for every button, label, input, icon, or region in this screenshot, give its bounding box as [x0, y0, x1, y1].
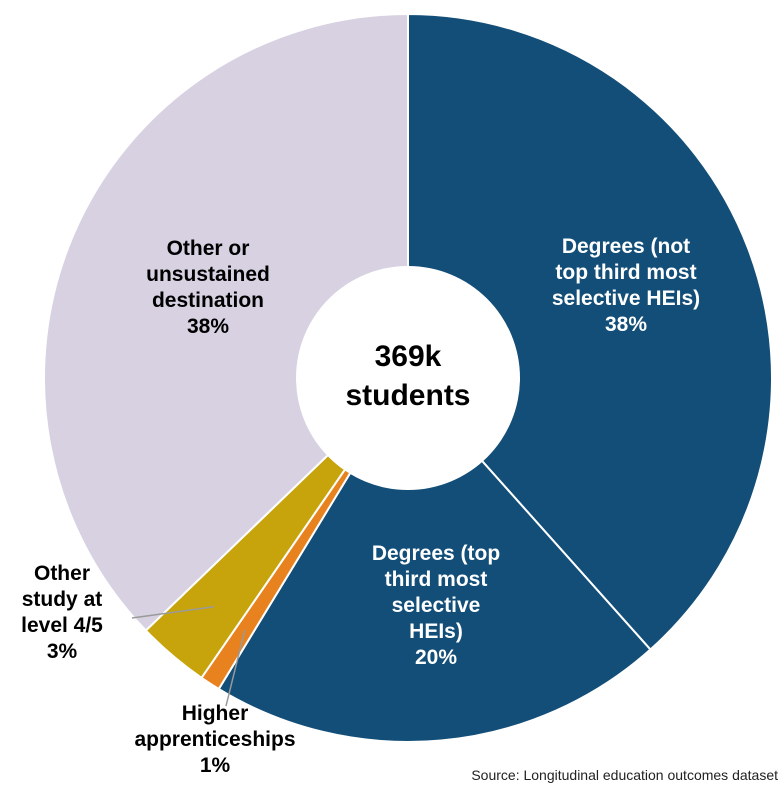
center-label-unit: students [345, 379, 470, 412]
label-other-study-level-4-5: Other study at level 4/5 3% [21, 562, 103, 663]
source-note: Source: Longitudinal education outcomes … [471, 767, 778, 783]
center-hole [296, 266, 520, 490]
center-label-count: 369k [375, 340, 442, 373]
